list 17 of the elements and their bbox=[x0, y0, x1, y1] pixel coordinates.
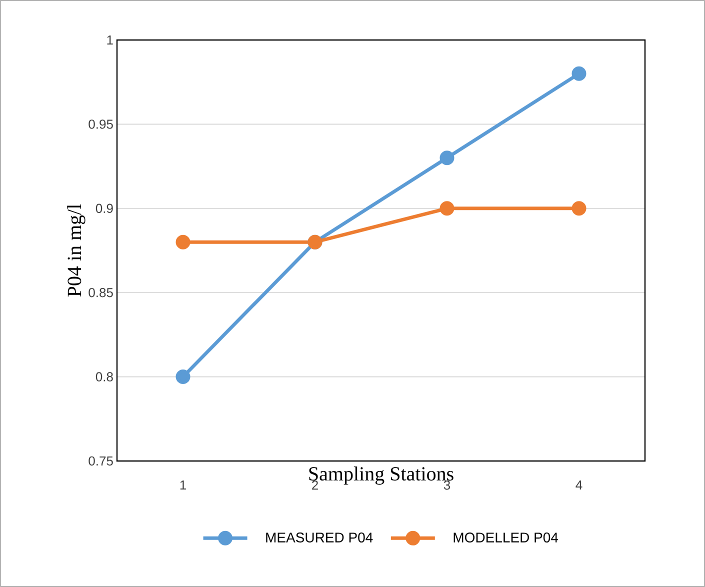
y-tick-label: 0.75 bbox=[88, 456, 113, 466]
point bbox=[176, 234, 190, 250]
legend-label: MEASURED P04 bbox=[266, 532, 373, 542]
x-tick-label: 1 bbox=[180, 480, 186, 490]
point bbox=[176, 370, 190, 384]
y-tick-label: 0.95 bbox=[88, 120, 113, 129]
y-tick-label: 0.9 bbox=[96, 204, 113, 213]
point bbox=[572, 201, 586, 216]
y-tick-label: 0.85 bbox=[88, 288, 113, 298]
legend-label: MODELLED P04 bbox=[454, 532, 558, 542]
y-tick-label: 0.8 bbox=[96, 372, 113, 382]
point bbox=[440, 150, 454, 166]
point bbox=[572, 66, 586, 81]
point bbox=[440, 201, 454, 216]
y-tick-label: 1 bbox=[107, 36, 113, 44]
y-axis-title: P04 in mg/l bbox=[67, 204, 86, 297]
x-tick-label: 4 bbox=[576, 480, 582, 490]
